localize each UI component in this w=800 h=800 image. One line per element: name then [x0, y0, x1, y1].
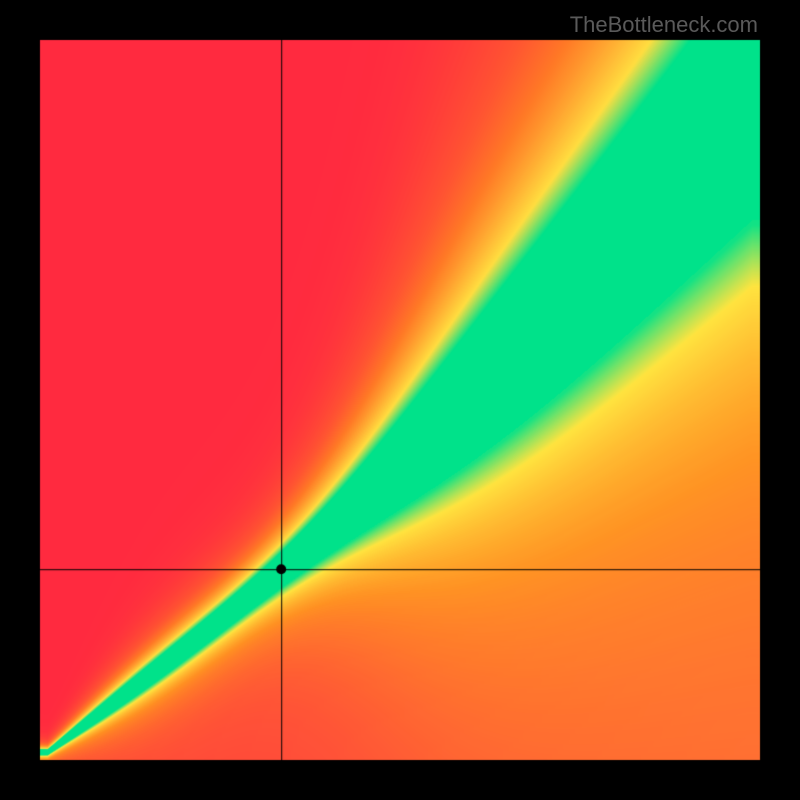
- watermark-text: TheBottleneck.com: [570, 12, 758, 38]
- bottleneck-heatmap: [0, 0, 800, 800]
- chart-container: TheBottleneck.com: [0, 0, 800, 800]
